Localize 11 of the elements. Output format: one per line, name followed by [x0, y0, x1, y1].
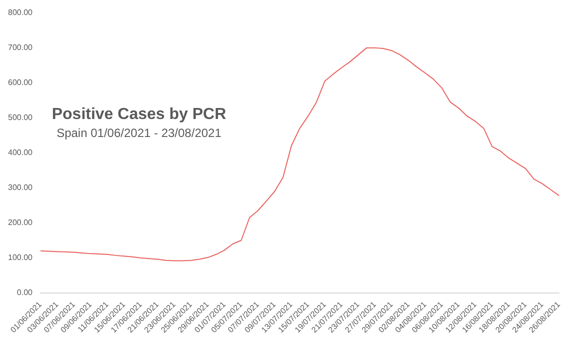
- y-tick-label: 500.00: [8, 113, 34, 122]
- y-tick-label: 300.00: [8, 183, 34, 192]
- y-tick-label: 700.00: [8, 43, 34, 52]
- text: Positive Cases by PCR: [52, 106, 227, 124]
- y-tick-label: 800.00: [8, 8, 34, 18]
- y-tick-label: 100.00: [8, 253, 34, 262]
- y-tick-label: 400.00: [8, 148, 34, 158]
- y-tick-label: 0.00: [16, 288, 34, 298]
- y-tick-label: 600.00: [8, 78, 34, 88]
- text: Spain 01/06/2021 - 23/08/2021: [56, 126, 222, 140]
- y-tick-label: 200.00: [8, 218, 34, 228]
